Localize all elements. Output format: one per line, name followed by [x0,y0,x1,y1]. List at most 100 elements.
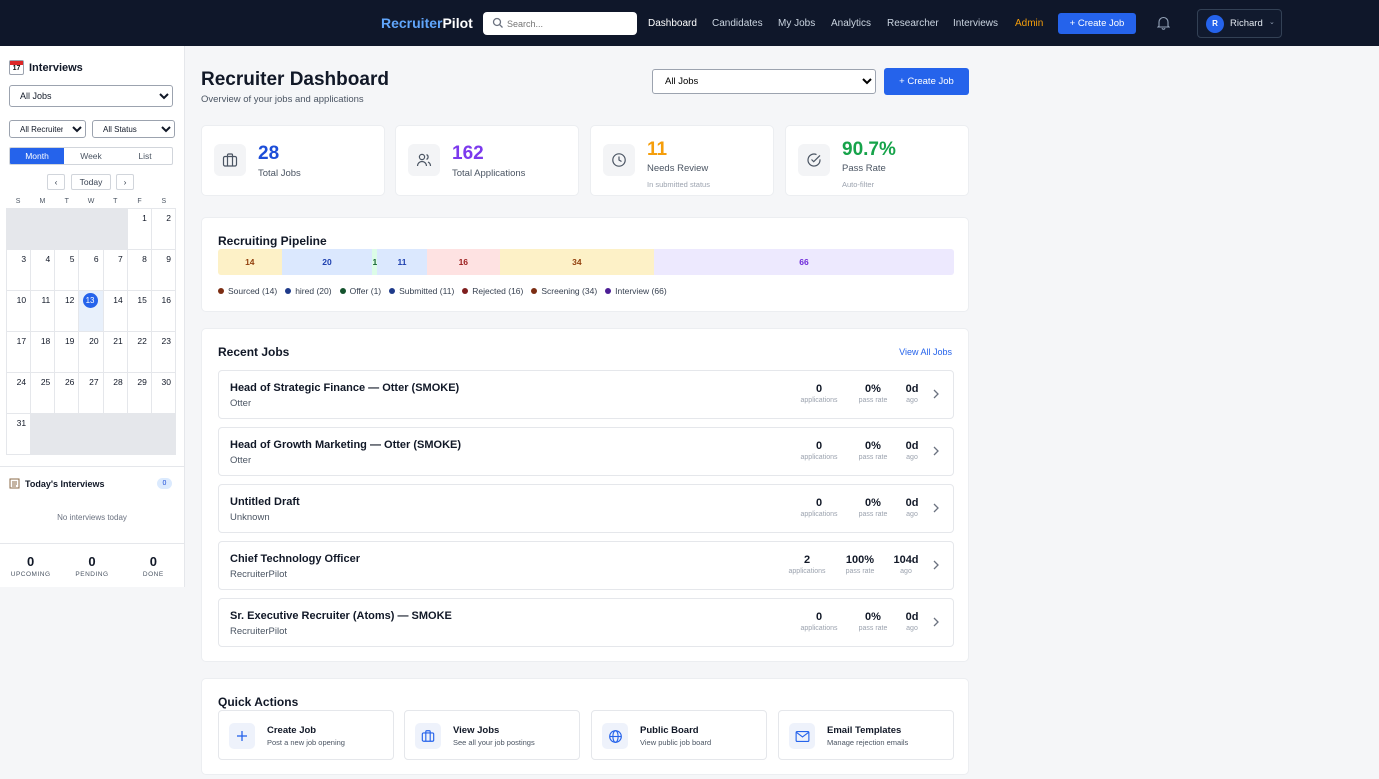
view-week-button[interactable]: Week [80,151,102,161]
create-job-button[interactable]: + Create Job [1058,13,1136,34]
calendar-day[interactable]: 31 [7,414,32,455]
calendar-day[interactable]: 2 [151,209,176,250]
nav-interviews[interactable]: Interviews [953,18,999,29]
legend-item-rejected: Rejected (16) [462,286,523,296]
calendar-day[interactable]: 3 [7,250,32,291]
calendar-day[interactable]: 4 [31,250,56,291]
search-input[interactable] [507,14,633,33]
legend-name: Submitted [399,286,438,296]
calendar-day[interactable]: 19 [55,332,80,373]
job-title: Head of Strategic Finance — Otter (SMOKE… [230,382,460,394]
legend-dot [389,287,396,294]
chevron-right-icon [933,389,939,399]
page-title: Recruiter Dashboard [201,69,389,90]
recruiter-filter-select[interactable]: All Recruiters [9,120,86,138]
nav-researcher[interactable]: Researcher [887,18,939,29]
calendar-day[interactable]: 20 [79,332,104,373]
pipeline-segment-hired[interactable]: 20 [281,249,373,275]
pipeline-segment-offer[interactable]: 1 [372,249,377,275]
calendar-day[interactable]: 5 [55,250,80,291]
calendar-day[interactable]: 23 [151,332,176,373]
calendar-day[interactable]: 25 [31,373,56,414]
calendar-empty-cell [79,209,104,250]
quick-email-templates[interactable]: Email Templates Manage rejection emails [778,710,954,760]
check-circle-icon [798,144,830,176]
calendar-day[interactable]: 11 [31,291,56,332]
calendar-day[interactable]: 17 [7,332,32,373]
search-box[interactable] [483,12,637,35]
nav-analytics[interactable]: Analytics [831,18,872,29]
calendar-day[interactable]: 8 [127,250,152,291]
pass-rate-metric: 0% pass rate [858,440,888,461]
prev-month-button[interactable]: ‹ [47,174,65,190]
quick-create-job[interactable]: Create Job Post a new job opening [218,710,394,760]
calendar-empty-cell [103,414,128,455]
recent-jobs-card: Recent Jobs View All Jobs Head of Strate… [201,328,969,662]
calendar-day[interactable]: 12 [55,291,80,332]
legend-dot [462,287,469,294]
create-job-button-main[interactable]: + Create Job [884,68,969,95]
user-menu[interactable]: R Richard ⌄ [1197,9,1282,38]
calendar-day[interactable]: 14 [103,291,128,332]
calendar-day[interactable]: 30 [151,373,176,414]
age-metric: 0d ago [905,440,919,461]
calendar-day[interactable]: 18 [31,332,56,373]
quick-view-jobs[interactable]: View Jobs See all your job postings [404,710,580,760]
job-filter-select[interactable]: All Jobs [9,85,173,107]
view-month-button[interactable]: Month [10,148,64,164]
job-row[interactable]: Chief Technology Officer RecruiterPilot 2 a… [218,541,954,590]
dashboard-job-filter[interactable]: All Jobs [652,69,876,94]
calendar-empty-cell [55,209,80,250]
job-row[interactable]: Head of Strategic Finance — Otter (SMOKE… [218,370,954,419]
nav-candidates[interactable]: Candidates [712,18,763,29]
nav-dashboard[interactable]: Dashboard [648,18,697,29]
pipeline-segment-sourced[interactable]: 14 [218,249,282,275]
view-list-button[interactable]: List [138,151,152,161]
pipeline-segment-submitted[interactable]: 11 [376,249,427,275]
calendar-day[interactable]: 26 [55,373,80,414]
today-button[interactable]: Today [71,174,111,190]
calendar-day[interactable]: 16 [151,291,176,332]
pipeline-segment-rejected[interactable]: 16 [426,249,500,275]
legend-name: hired [295,286,315,296]
job-row[interactable]: Sr. Executive Recruiter (Atoms) — SMOKE R… [218,598,954,647]
calendar-day[interactable]: 9 [151,250,176,291]
calendar-day[interactable]: 1 [127,209,152,250]
view-all-jobs-link[interactable]: View All Jobs [899,347,952,357]
legend-count: 1 [373,286,379,296]
job-company: RecruiterPilot [230,569,288,580]
applications-metric: 0 applications [800,611,838,632]
status-filter-select[interactable]: All Status [92,120,175,138]
calendar-day[interactable]: 21 [103,332,128,373]
calendar-day[interactable]: 7 [103,250,128,291]
calendar-day[interactable]: 27 [79,373,104,414]
calendar-day[interactable]: 29 [127,373,152,414]
job-row[interactable]: Untitled Draft Unknown 0 applications 0% pass… [218,484,954,533]
calendar-day[interactable]: 28 [103,373,128,414]
quick-public-board[interactable]: Public Board View public job board [591,710,767,760]
pipeline-segment-screening[interactable]: 34 [499,249,655,275]
notepad-icon [9,478,20,489]
bell-icon[interactable] [1157,16,1170,30]
avatar: R [1206,15,1224,33]
calendar-empty-cell [79,414,104,455]
calendar-day[interactable]: 24 [7,373,32,414]
nav-admin[interactable]: Admin [1015,18,1044,29]
legend-item-hired: hired (20) [285,286,332,296]
calendar-day[interactable]: 6 [79,250,104,291]
next-month-button[interactable]: › [116,174,134,190]
legend-name: Interview [615,286,650,296]
calendar-day[interactable]: 15 [127,291,152,332]
nav-my-jobs[interactable]: My Jobs [778,18,816,29]
calendar-day[interactable]: 22 [127,332,152,373]
brand-logo[interactable]: RecruiterPilot [381,15,473,31]
job-row[interactable]: Head of Growth Marketing — Otter (SMOKE)… [218,427,954,476]
calendar-day[interactable]: 13 [79,291,104,332]
clock-icon [603,144,635,176]
pipeline-segment-interview[interactable]: 66 [654,249,954,275]
pass-rate-sub: Auto-filter [842,180,875,189]
legend-name: Screening [541,286,580,296]
top-navbar: RecruiterPilot Dashboard Candidates My J… [0,0,1379,46]
calendar-day[interactable]: 10 [7,291,32,332]
applications-metric: 0 applications [800,383,838,404]
